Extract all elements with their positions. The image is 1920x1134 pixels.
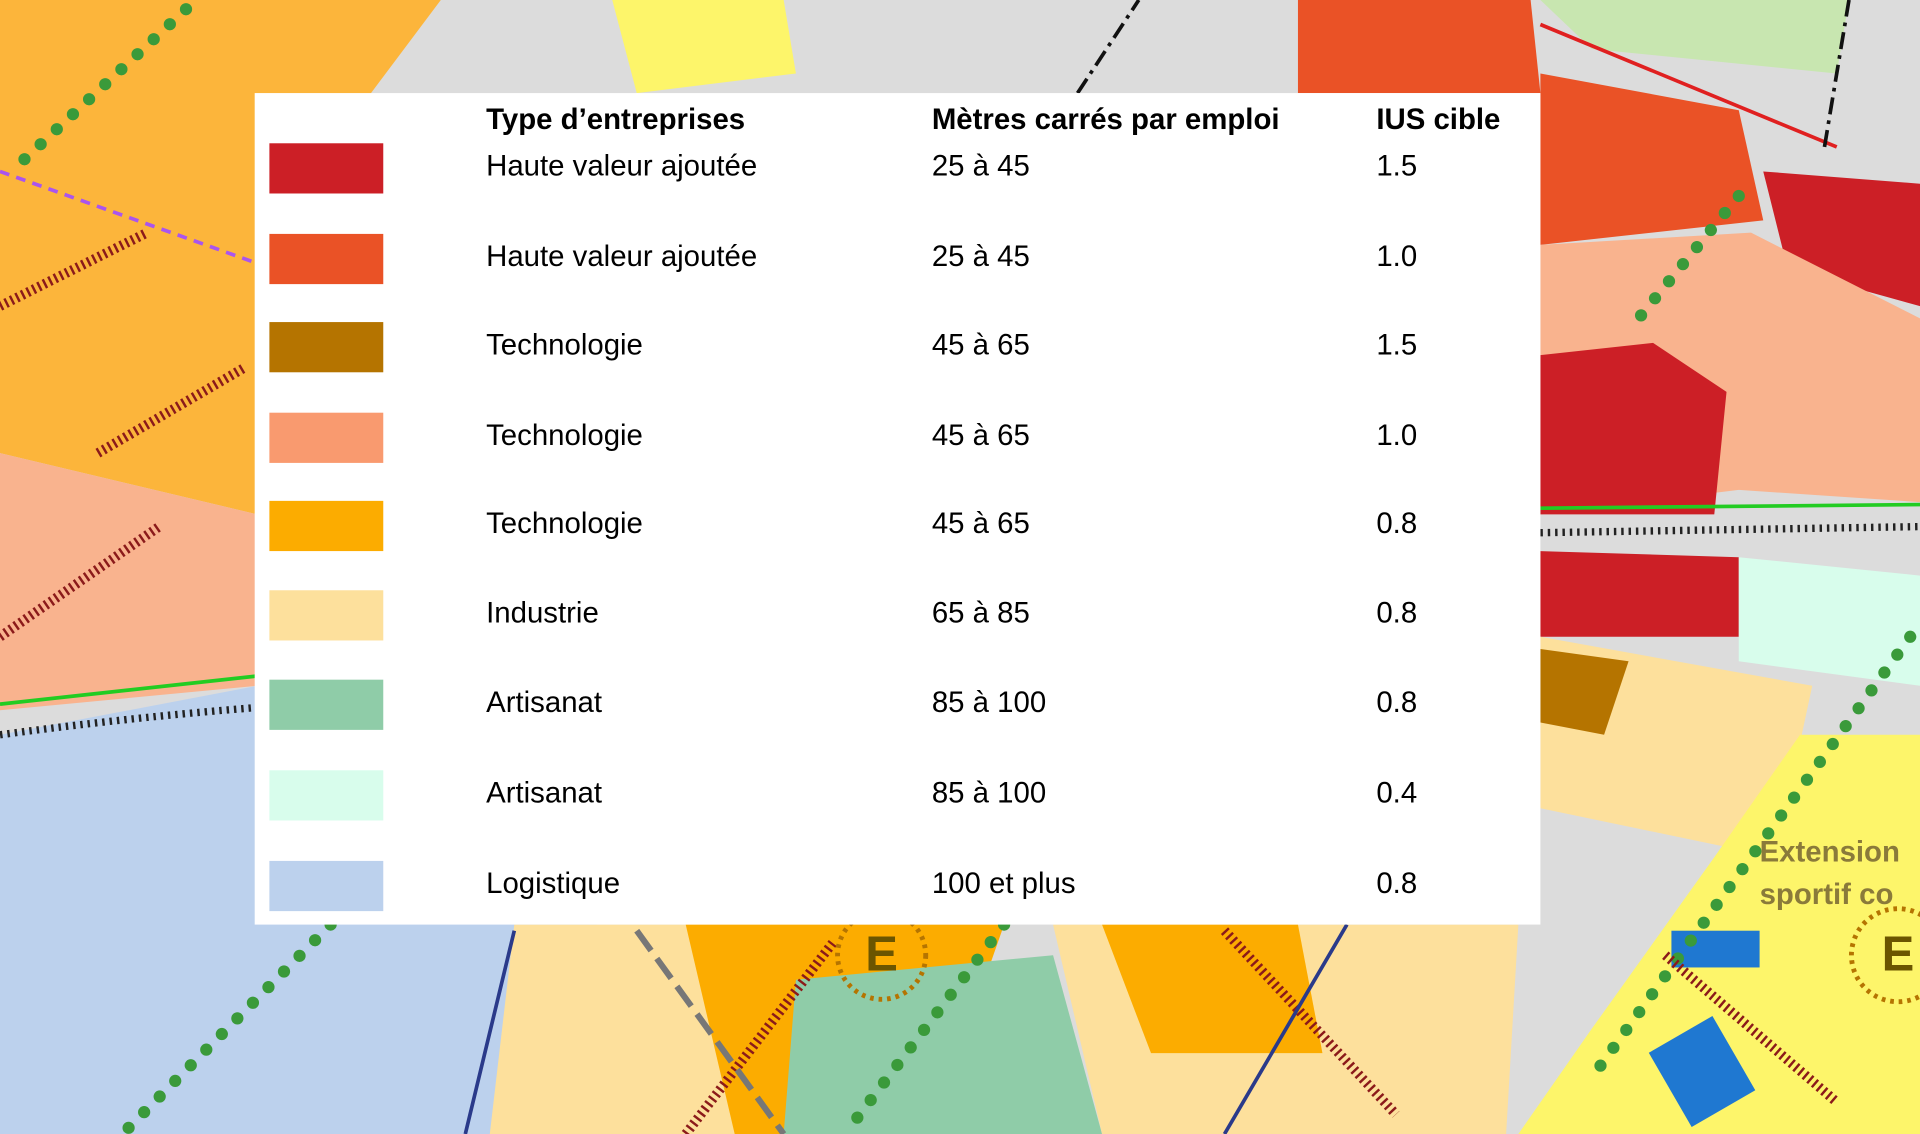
legend-swatch [269, 143, 383, 193]
map-label: E [1882, 928, 1915, 982]
type-cell: Haute valeur ajoutée [486, 150, 757, 183]
metres-cell: 100 et plus [932, 867, 1076, 900]
legend-table: Type d’entreprises Mètres carrés par emp… [255, 93, 1541, 925]
ius-cell: 1.5 [1376, 328, 1417, 361]
metres-cell: 45 à 65 [932, 507, 1030, 540]
type-cell: Technologie [486, 507, 643, 540]
legend-background [255, 93, 1541, 925]
map-view: E E Extension sportif co Type d’entrepri… [0, 0, 1920, 1134]
legend-swatch [269, 234, 383, 284]
legend-swatch [269, 501, 383, 551]
type-cell: Technologie [486, 419, 643, 452]
legend-swatch [269, 590, 383, 640]
legend-swatch [269, 322, 383, 372]
type-cell: Artisanat [486, 777, 602, 810]
metres-cell: 65 à 85 [932, 597, 1030, 630]
legend-swatch [269, 413, 383, 463]
type-cell: Logistique [486, 867, 620, 900]
ius-cell: 0.4 [1376, 777, 1417, 810]
type-cell: Haute valeur ajoutée [486, 240, 757, 273]
type-cell: Technologie [486, 328, 643, 361]
ius-cell: 0.8 [1376, 507, 1417, 540]
page: E E Extension sportif co Type d’entrepri… [0, 0, 1920, 1134]
type-cell: Artisanat [486, 686, 602, 719]
legend-swatch [269, 680, 383, 730]
header-cell: Type d’entreprises [486, 103, 745, 136]
map-label: E [865, 928, 898, 982]
metres-cell: 85 à 100 [932, 686, 1046, 719]
header-cell: IUS cible [1376, 103, 1500, 136]
ius-cell: 0.8 [1376, 867, 1417, 900]
legend-swatch [269, 861, 383, 911]
metres-cell: 25 à 45 [932, 150, 1030, 183]
map-label: Extension [1760, 835, 1900, 868]
ius-cell: 1.5 [1376, 150, 1417, 183]
ius-cell: 1.0 [1376, 240, 1417, 273]
map-label: sportif co [1760, 878, 1894, 911]
type-cell: Industrie [486, 597, 599, 630]
metres-cell: 85 à 100 [932, 777, 1046, 810]
ius-cell: 1.0 [1376, 419, 1417, 452]
metres-cell: 25 à 45 [932, 240, 1030, 273]
metres-cell: 45 à 65 [932, 328, 1030, 361]
metres-cell: 45 à 65 [932, 419, 1030, 452]
header-cell: Mètres carrés par emploi [932, 103, 1280, 136]
ius-cell: 0.8 [1376, 597, 1417, 630]
ius-cell: 0.8 [1376, 686, 1417, 719]
legend-swatch [269, 770, 383, 820]
